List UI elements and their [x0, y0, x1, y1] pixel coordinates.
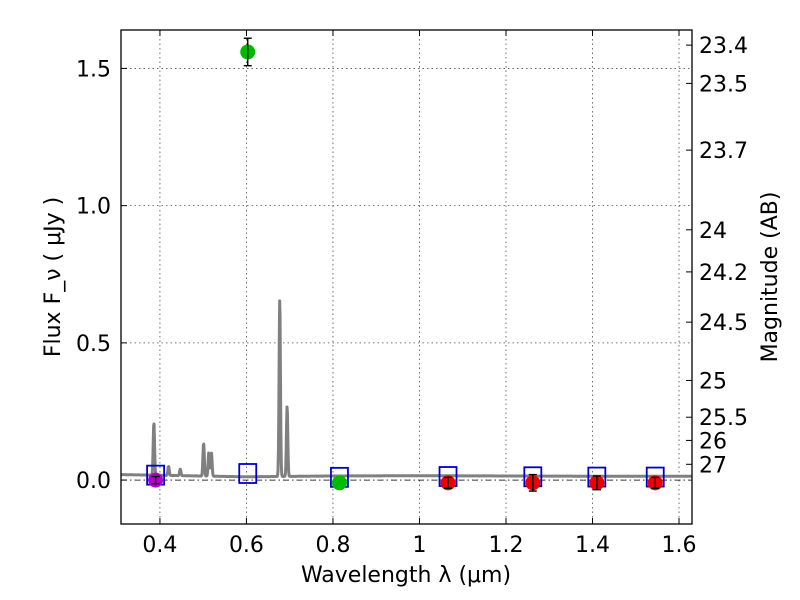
plot-frame [120, 29, 693, 525]
grid-layer [121, 30, 692, 524]
observed-points-layer [148, 37, 663, 492]
tick-layer: 0.4 0.6 0.8 1 1.2 1.4 1.6 0.0 0.5 1.0 1.5 23.4 23.5 2… [76, 30, 748, 558]
mag-tick-label: 25.5 [699, 406, 748, 431]
mag-tick-label: 25 [699, 369, 727, 394]
mag-tick-label: 23.4 [699, 34, 748, 59]
x-tick-label: 0.6 [229, 533, 264, 558]
y-tick-label: 1.5 [76, 57, 111, 82]
mag-tick-label: 27 [699, 453, 727, 478]
observed-point [331, 475, 347, 491]
mag-tick-label: 24.2 [699, 261, 748, 286]
y-tick-label: 0.0 [76, 469, 111, 494]
mag-tick-label: 24 [699, 219, 727, 244]
model-spectrum-line [119, 299, 694, 479]
mag-tick-label: 23.5 [699, 72, 748, 97]
x-tick-label: 1.4 [575, 533, 610, 558]
x-tick-label: 0.8 [315, 533, 350, 558]
mag-tick-label: 23.7 [699, 139, 748, 164]
x-tick-label: 1.2 [488, 533, 523, 558]
mag-tick-label: 24.5 [699, 311, 748, 336]
x-tick-label: 0.4 [142, 533, 177, 558]
x-tick-label: 1 [412, 533, 426, 558]
model-spectrum-layer [119, 299, 694, 479]
mag-tick-label: 26 [699, 429, 727, 454]
right-axis-title: Magnitude (AB) [758, 192, 783, 363]
y-tick-label: 1.0 [76, 195, 111, 220]
x-axis-title: Wavelength λ (μm) [301, 563, 511, 588]
y-tick-label: 0.5 [76, 332, 111, 357]
model-photometry-box [238, 463, 258, 484]
y-axis-title: Flux F_ν ( μJy ) [41, 197, 66, 357]
x-tick-label: 1.6 [662, 533, 697, 558]
